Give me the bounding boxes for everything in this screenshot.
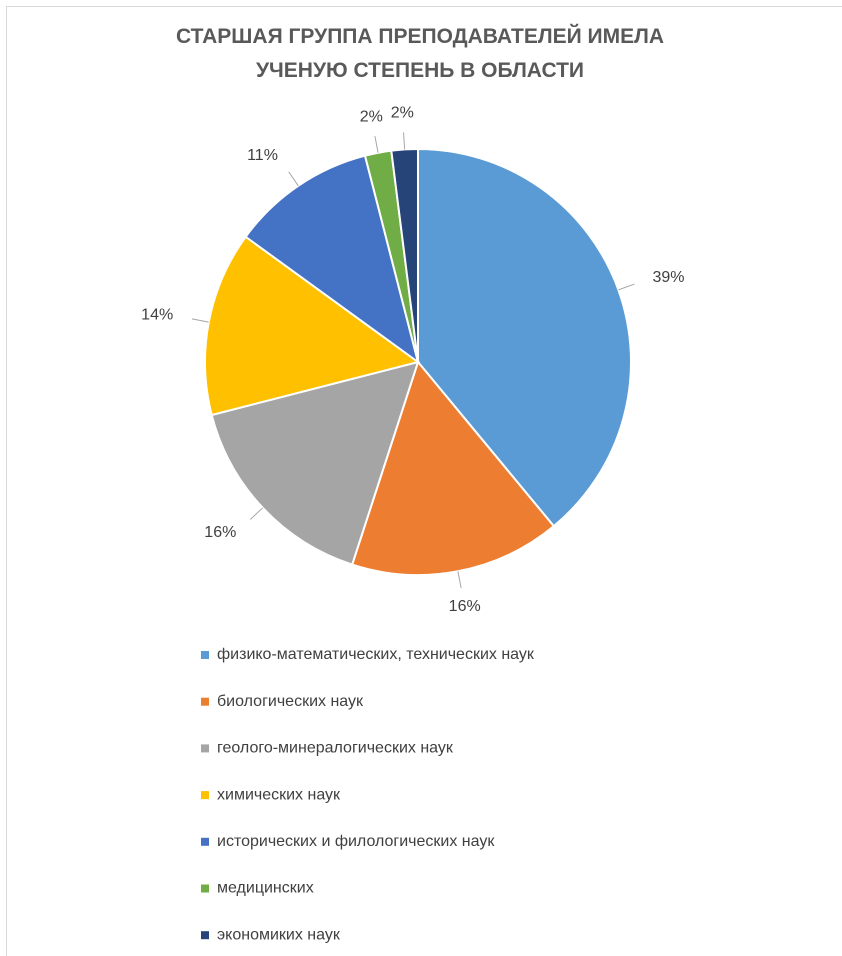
leader-line xyxy=(249,507,264,520)
data-label: 16% xyxy=(204,524,236,541)
data-label: 16% xyxy=(449,598,481,615)
legend-swatch xyxy=(201,837,209,846)
legend-label: химических наук xyxy=(217,786,341,803)
leader-line xyxy=(618,283,635,291)
pie-slice xyxy=(390,147,419,363)
chart-title: СТАРШАЯ ГРУППА ПРЕПОДАВАТЕЛЕЙ ИМЕЛА УЧЕН… xyxy=(175,25,665,82)
legend-swatch xyxy=(201,931,209,940)
pie-slice xyxy=(244,154,420,365)
legend-label: биологических наук xyxy=(217,693,364,710)
data-label: 2% xyxy=(391,105,414,122)
pie-slice xyxy=(350,359,556,576)
pie-slice xyxy=(417,147,632,528)
legend-label: исторических и филологических наук xyxy=(217,833,495,850)
pie-slice xyxy=(210,360,420,566)
legend-label: физико-математических, технических наук xyxy=(217,646,535,663)
data-label: 14% xyxy=(141,307,173,324)
legend-swatch xyxy=(201,651,209,659)
leader-line xyxy=(403,132,406,150)
legend-label: экономиких наук xyxy=(217,926,341,943)
data-label: 39% xyxy=(652,269,684,286)
leader-line xyxy=(457,571,462,589)
chart-frame xyxy=(6,6,842,956)
legend-swatch xyxy=(201,744,209,753)
leader-line xyxy=(288,171,299,187)
data-label: 11% xyxy=(247,147,278,164)
legend-swatch xyxy=(201,884,209,893)
leader-line xyxy=(191,318,209,323)
data-label: 2% xyxy=(360,108,383,125)
legend-swatch xyxy=(201,697,209,706)
legend-label: медицинских xyxy=(217,880,314,897)
pie-slice xyxy=(204,235,421,417)
leader-line xyxy=(374,135,379,153)
legend-swatch xyxy=(201,791,209,800)
legend-label: геолого-минералогических наук xyxy=(217,740,454,757)
